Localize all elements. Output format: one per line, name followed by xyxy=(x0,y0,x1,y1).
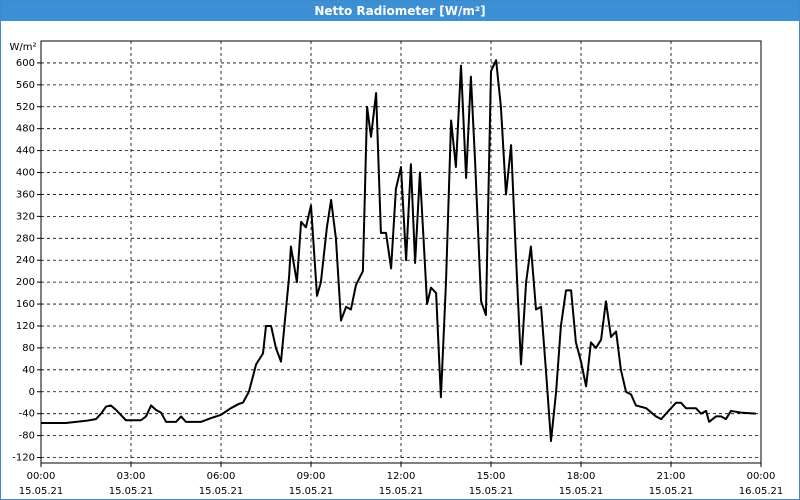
y-tick-label: 560 xyxy=(16,80,35,91)
y-tick-label: 280 xyxy=(16,233,35,244)
x-tick-label: 03:00 xyxy=(117,471,146,482)
title-bar: Netto Radiometer [W/m²] xyxy=(1,1,799,21)
plot-frame xyxy=(40,40,762,464)
x-tick-date: 15.05.21 xyxy=(109,486,154,497)
x-tick-label: 18:00 xyxy=(567,471,596,482)
y-tick-label: 200 xyxy=(16,277,35,288)
x-tick-label: 06:00 xyxy=(207,471,236,482)
x-tick-date: 15.05.21 xyxy=(649,486,694,497)
x-tick-date: 15.05.21 xyxy=(379,486,424,497)
x-tick-date: 16.05.21 xyxy=(739,486,784,497)
x-tick-date: 15.05.21 xyxy=(559,486,604,497)
y-tick-label: 360 xyxy=(16,189,35,200)
y-tick-label: 0 xyxy=(29,387,35,398)
y-tick-label: -80 xyxy=(19,431,35,442)
x-tick-label: 09:00 xyxy=(297,471,326,482)
y-tick-label: 240 xyxy=(16,255,35,266)
y-tick-label: 40 xyxy=(22,365,35,376)
y-tick-label: 480 xyxy=(16,124,35,135)
y-tick-label: -120 xyxy=(12,453,35,464)
y-tick-label: 320 xyxy=(16,211,35,222)
y-axis-label: W/m² xyxy=(9,42,36,53)
y-tick-label: 520 xyxy=(16,102,35,113)
x-tick-date: 15.05.21 xyxy=(469,486,514,497)
y-tick-label: 120 xyxy=(16,321,35,332)
x-tick-label: 12:00 xyxy=(387,471,416,482)
x-tick-label: 00:00 xyxy=(27,471,56,482)
x-tick-date: 15.05.21 xyxy=(289,486,334,497)
y-tick-label: 160 xyxy=(16,299,35,310)
y-tick-label: 600 xyxy=(16,58,35,69)
y-tick-label: 400 xyxy=(16,168,35,179)
y-tick-label: -40 xyxy=(19,409,35,420)
y-tick-label: 440 xyxy=(16,146,35,157)
x-tick-date: 15.05.21 xyxy=(199,486,244,497)
x-tick-date: 15.05.21 xyxy=(19,486,64,497)
data-line xyxy=(41,59,756,443)
y-tick-label: 80 xyxy=(22,343,35,354)
x-tick-label: 15:00 xyxy=(477,471,506,482)
x-tick-label: 21:00 xyxy=(657,471,686,482)
x-tick-label: 00:00 xyxy=(747,471,776,482)
